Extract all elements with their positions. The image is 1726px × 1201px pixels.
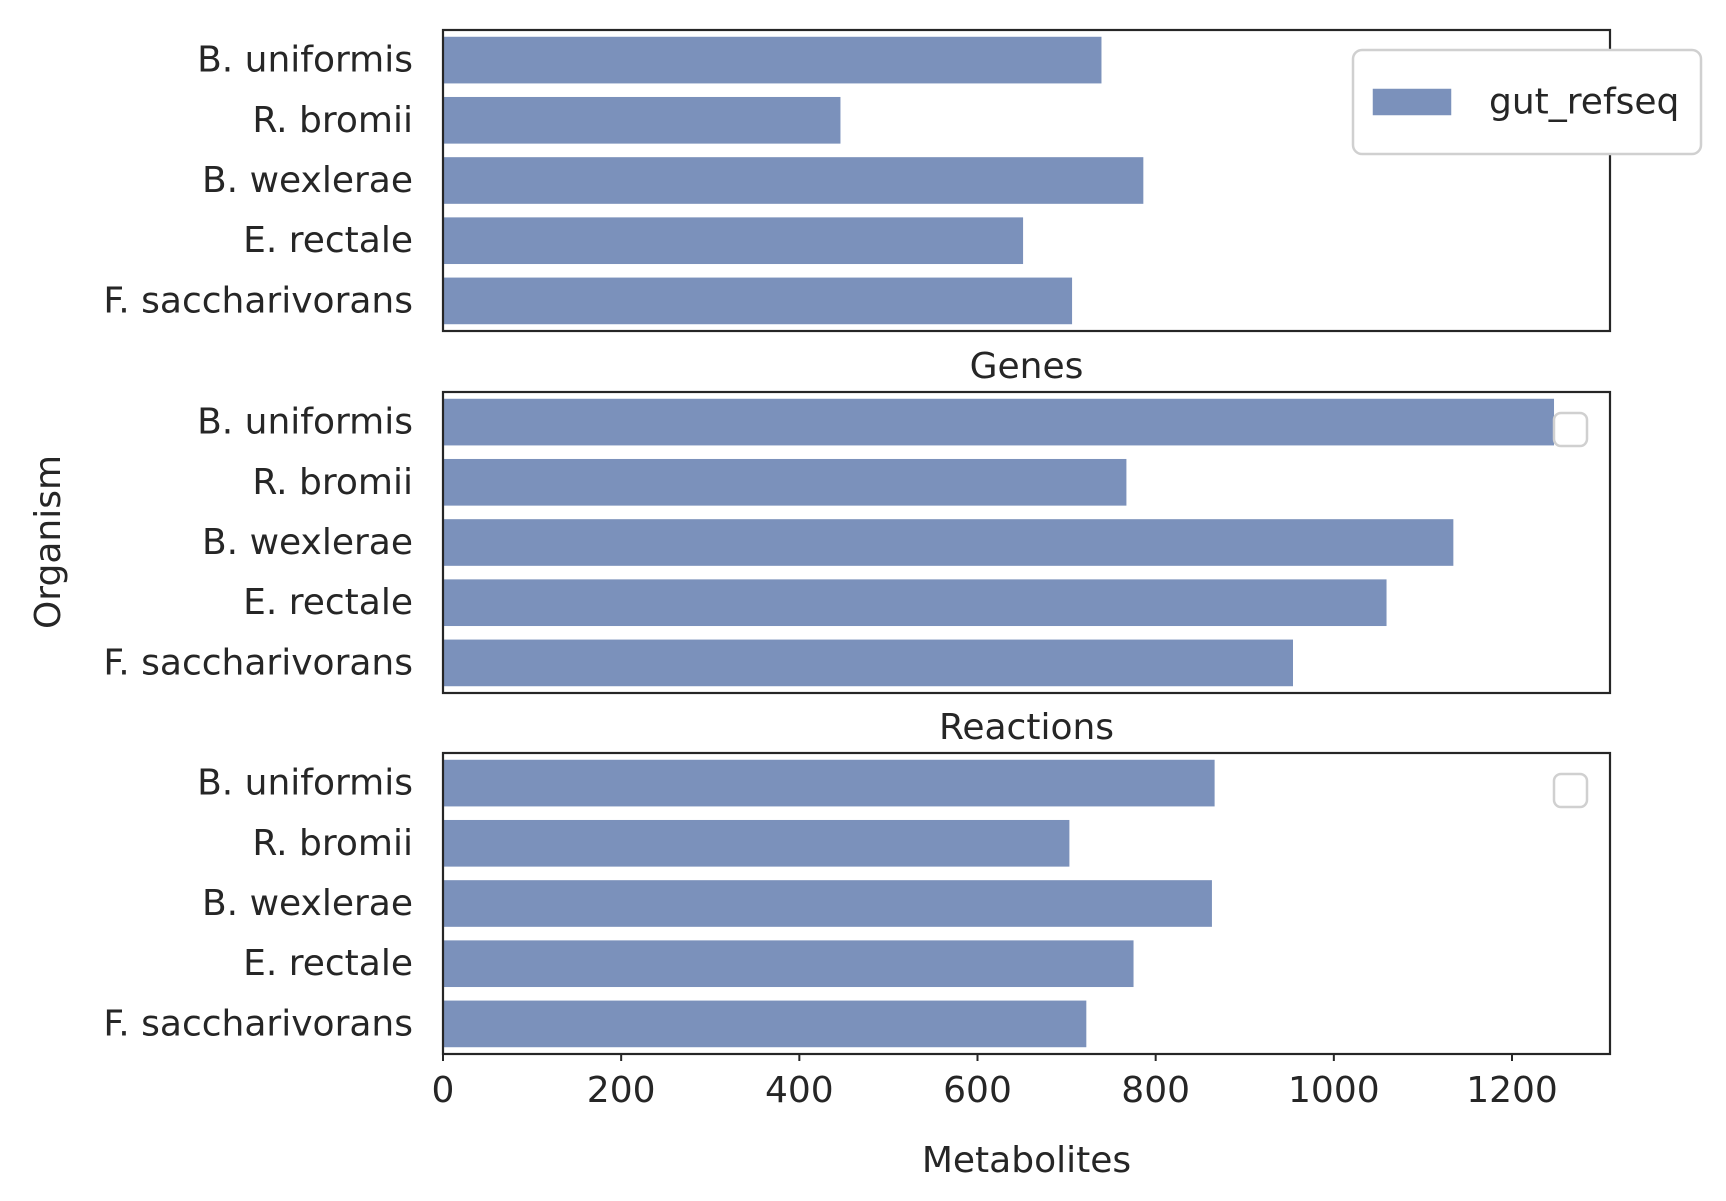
legend-label: gut_refseq: [1489, 82, 1679, 123]
bar: [442, 818, 1071, 869]
x-tick-label: 0: [432, 1070, 455, 1111]
panel-frame: [441, 28, 1612, 333]
panel-title: Genes: [970, 346, 1084, 387]
bar: [442, 638, 1295, 688]
bar: [442, 215, 1025, 266]
y-tick-label: R. bromii: [252, 462, 413, 503]
bar: [442, 999, 1088, 1049]
y-tick-label: R. bromii: [252, 823, 413, 864]
legend-swatch: [1371, 87, 1453, 117]
bar: [442, 878, 1214, 929]
bar: [442, 517, 1455, 568]
x-tick-label: 1000: [1288, 1070, 1380, 1111]
x-tick-label: 1200: [1466, 1070, 1558, 1111]
bar: [442, 155, 1145, 206]
legend: gut_refseq: [1351, 48, 1703, 156]
panel-title: Reactions: [939, 707, 1114, 748]
bar: [442, 457, 1128, 508]
y-tick-label: F. saccharivorans: [103, 1003, 413, 1044]
x-tick-label: 800: [1121, 1070, 1190, 1111]
bar: [442, 938, 1136, 989]
panel-3: Reactions B. uniformis R. bromii B. wexlera…: [103, 707, 1612, 1056]
empty-legend: [1552, 772, 1589, 809]
y-tick-label: F. saccharivorans: [103, 642, 413, 683]
x-axis: 0 200 400 600 800 1000 1200: [432, 1054, 1558, 1111]
y-tick-label: F. saccharivorans: [103, 280, 413, 321]
bar: [442, 577, 1389, 628]
y-tick-label: B. uniformis: [197, 402, 413, 443]
bar: [442, 35, 1103, 85]
y-tick-label: E. rectale: [243, 943, 413, 984]
bar: [442, 276, 1074, 326]
y-tick-label: B. wexlerae: [202, 522, 413, 563]
panel-2: Genes B. uniformis R. bromii B. wexlerae E. …: [103, 346, 1612, 695]
panel-frame: [441, 390, 1612, 695]
y-tick-label: B. wexlerae: [202, 883, 413, 924]
panels: B. uniformis R. bromii B. wexlerae E. recta…: [103, 28, 1703, 1056]
empty-legend: [1552, 411, 1589, 448]
x-tick-label: 600: [943, 1070, 1012, 1111]
y-tick-label: B. wexlerae: [202, 160, 413, 201]
bar: [442, 95, 842, 146]
x-tick-label: 200: [587, 1070, 656, 1111]
panel-frame: [441, 751, 1612, 1056]
bar: [442, 397, 1556, 447]
bar: [442, 758, 1217, 808]
y-tick-label: E. rectale: [243, 582, 413, 623]
x-tick-label: 400: [765, 1070, 834, 1111]
y-tick-label: B. uniformis: [197, 763, 413, 804]
y-tick-label: B. uniformis: [197, 40, 413, 81]
legend-frame: [1351, 48, 1703, 156]
panel-1: B. uniformis R. bromii B. wexlerae E. recta…: [103, 28, 1703, 333]
y-tick-label: R. bromii: [252, 100, 413, 141]
y-axis-title: Organism: [28, 455, 69, 629]
y-tick-label: E. rectale: [243, 220, 413, 261]
x-axis-title: Metabolites: [922, 1140, 1131, 1181]
